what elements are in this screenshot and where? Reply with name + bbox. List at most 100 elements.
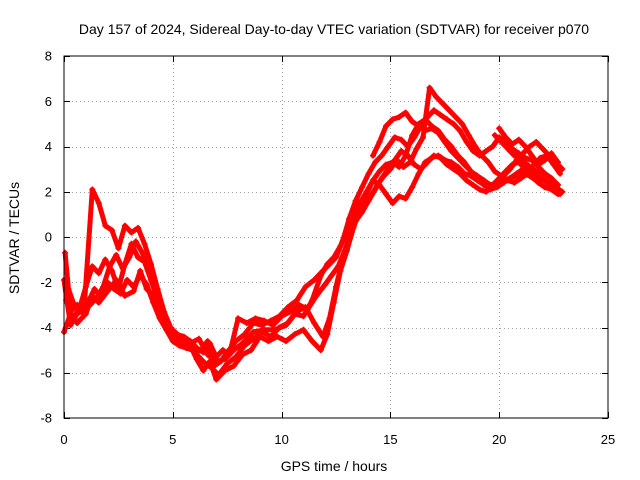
data-point-marker: [128, 229, 135, 236]
data-point-marker: [541, 170, 548, 177]
data-point-marker: [250, 329, 257, 335]
data-point-marker: [300, 326, 307, 333]
data-point-marker: [409, 118, 416, 125]
data-point-marker: [198, 347, 205, 354]
data-point-marker: [476, 186, 483, 193]
data-point-marker: [444, 116, 450, 123]
data-point-marker: [67, 322, 74, 329]
data-point-marker: [415, 170, 422, 177]
data-point-marker: [524, 161, 531, 168]
y-tick-label: 0: [45, 230, 52, 245]
data-point-marker: [400, 163, 407, 170]
data-point-marker: [319, 333, 326, 340]
data-point-marker: [498, 139, 505, 145]
data-point-marker: [391, 134, 398, 141]
data-point-marker: [241, 331, 248, 338]
data-point-marker: [213, 376, 220, 383]
x-axis-label: GPS time / hours: [281, 458, 388, 474]
data-point-marker: [539, 145, 546, 152]
data-point-marker: [126, 254, 133, 261]
data-point-marker: [82, 283, 89, 290]
data-point-marker: [437, 154, 444, 161]
data-point-marker: [276, 313, 283, 320]
data-point-marker: [352, 218, 359, 225]
series-track-5: [65, 148, 561, 378]
data-point-marker: [119, 265, 126, 272]
data-point-marker: [283, 338, 289, 345]
data-point-marker: [141, 240, 148, 247]
data-point-marker: [71, 304, 78, 311]
data-point-marker: [430, 152, 437, 159]
data-point-marker: [457, 127, 463, 134]
data-point-marker: [243, 320, 250, 326]
data-point-marker: [402, 195, 409, 202]
data-point-marker: [269, 322, 276, 329]
data-point-marker: [121, 222, 128, 229]
data-point-marker: [326, 261, 333, 268]
x-tick-label: 0: [60, 432, 67, 447]
data-point-marker: [359, 209, 366, 216]
data-point-marker: [89, 186, 96, 193]
data-point-marker: [444, 161, 450, 168]
data-point-marker: [537, 175, 544, 182]
data-point-marker: [111, 286, 117, 292]
data-point-marker: [339, 238, 346, 245]
data-point-marker: [376, 168, 383, 175]
data-point-marker: [555, 182, 561, 188]
data-point-marker: [224, 349, 231, 356]
data-point-marker: [309, 338, 316, 345]
data-point-marker: [535, 179, 542, 186]
data-point-marker: [520, 150, 527, 157]
y-axis-label: SDTVAR / TECUs: [6, 182, 22, 294]
data-point-marker: [135, 224, 141, 231]
data-point-marker: [248, 347, 255, 354]
data-point-marker: [152, 288, 159, 295]
data-point-marker: [454, 163, 461, 170]
data-point-marker: [195, 335, 202, 342]
data-point-marker: [143, 281, 150, 288]
data-point-marker: [518, 157, 524, 164]
data-point-marker: [124, 277, 131, 283]
data-point-marker: [145, 270, 152, 277]
x-tick-label: 25: [601, 432, 615, 447]
data-point-marker: [398, 136, 405, 143]
data-point-marker: [383, 161, 389, 168]
data-point-marker: [108, 227, 115, 234]
data-point-marker: [115, 245, 122, 252]
data-point-marker: [483, 188, 490, 195]
data-point-marker: [544, 179, 551, 186]
data-point-marker: [474, 175, 481, 182]
data-point-marker: [494, 179, 500, 186]
data-point-marker: [446, 107, 453, 114]
data-point-marker: [383, 123, 389, 130]
data-point-marker: [550, 184, 557, 191]
y-tick-label: -2: [40, 275, 52, 290]
series-track-8: [496, 125, 561, 168]
x-tick-label: 10: [274, 432, 288, 447]
data-point-marker: [328, 272, 335, 279]
data-point-marker: [365, 197, 372, 204]
data-point-marker: [98, 295, 104, 302]
data-point-marker: [235, 315, 242, 322]
data-point-marker: [557, 170, 564, 177]
data-point-marker: [411, 161, 418, 168]
data-point-marker: [385, 166, 392, 173]
data-point-marker: [507, 166, 514, 173]
data-point-marker: [491, 168, 498, 175]
data-point-marker: [287, 308, 294, 315]
data-point-marker: [391, 157, 398, 164]
data-point-marker: [457, 170, 463, 177]
data-point-marker: [182, 344, 189, 351]
data-point-marker: [267, 333, 274, 340]
data-point-marker: [439, 100, 446, 107]
data-point-marker: [178, 335, 185, 342]
data-point-marker: [78, 308, 85, 315]
data-point-marker: [433, 93, 440, 100]
data-point-marker: [509, 141, 516, 148]
y-tick-label: 8: [45, 49, 52, 64]
data-point-marker: [104, 279, 111, 286]
data-point-marker: [106, 263, 113, 270]
data-point-marker: [322, 281, 329, 288]
data-point-marker: [224, 360, 231, 367]
data-point-marker: [378, 152, 385, 159]
